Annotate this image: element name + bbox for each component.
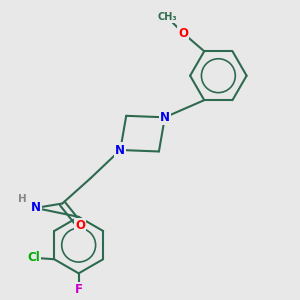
Text: Cl: Cl	[27, 251, 40, 264]
Text: N: N	[115, 143, 125, 157]
Text: F: F	[75, 283, 83, 296]
Text: N: N	[160, 111, 170, 124]
Text: CH₃: CH₃	[157, 12, 177, 22]
Text: O: O	[75, 219, 85, 232]
Text: O: O	[178, 27, 188, 40]
Text: N: N	[31, 202, 40, 214]
Text: H: H	[18, 194, 27, 204]
